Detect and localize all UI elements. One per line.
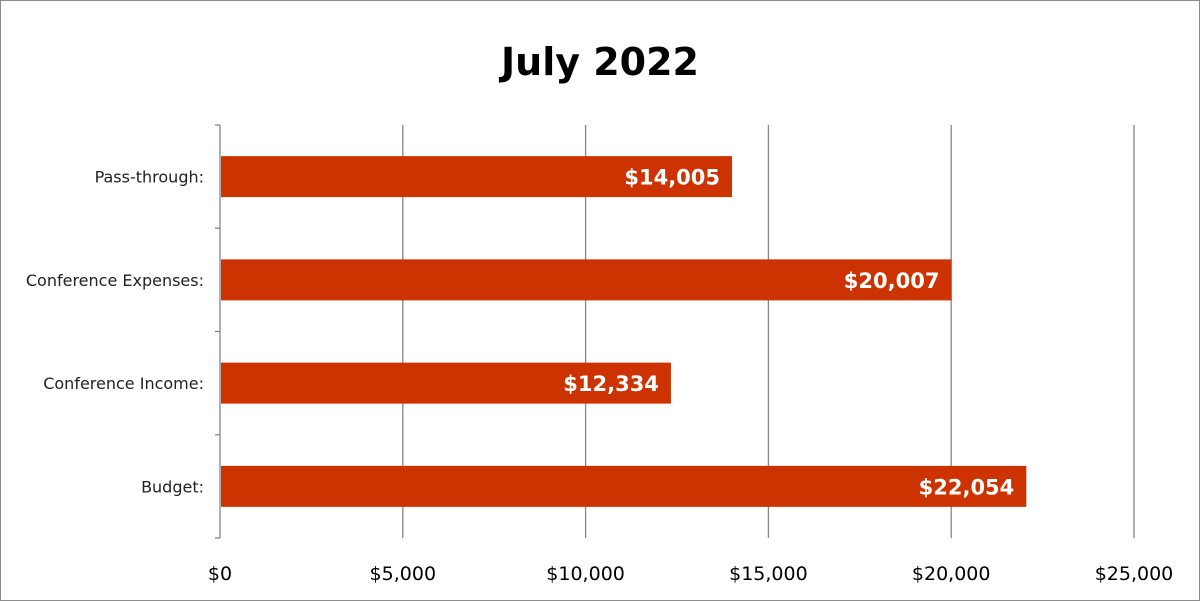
category-label: Budget: [141, 477, 204, 496]
chart-title: July 2022 [498, 40, 699, 84]
category-label: Pass-through: [95, 168, 204, 187]
x-tick-label: $15,000 [729, 563, 808, 585]
data-label: $22,054 [919, 475, 1015, 499]
labels: $0 $5,000 $10,000 $15,000 $20,000 $25,000 $14,… [26, 166, 1173, 585]
x-tick-label: $0 [208, 563, 232, 585]
category-label: Conference Expenses: [26, 271, 204, 290]
bar [221, 156, 733, 198]
bar [221, 259, 952, 301]
category-label: Conference Income: [43, 374, 204, 393]
bar [221, 362, 671, 404]
data-label: $14,005 [624, 166, 720, 190]
data-label: $12,334 [563, 372, 659, 396]
bars [221, 156, 1027, 507]
axes [215, 124, 221, 539]
x-tick-label: $10,000 [546, 563, 625, 585]
data-label: $20,007 [844, 269, 940, 293]
x-tick-label: $5,000 [370, 563, 436, 585]
x-tick-label: $25,000 [1095, 563, 1174, 585]
x-tick-label: $20,000 [912, 563, 991, 585]
bar [221, 465, 1027, 507]
